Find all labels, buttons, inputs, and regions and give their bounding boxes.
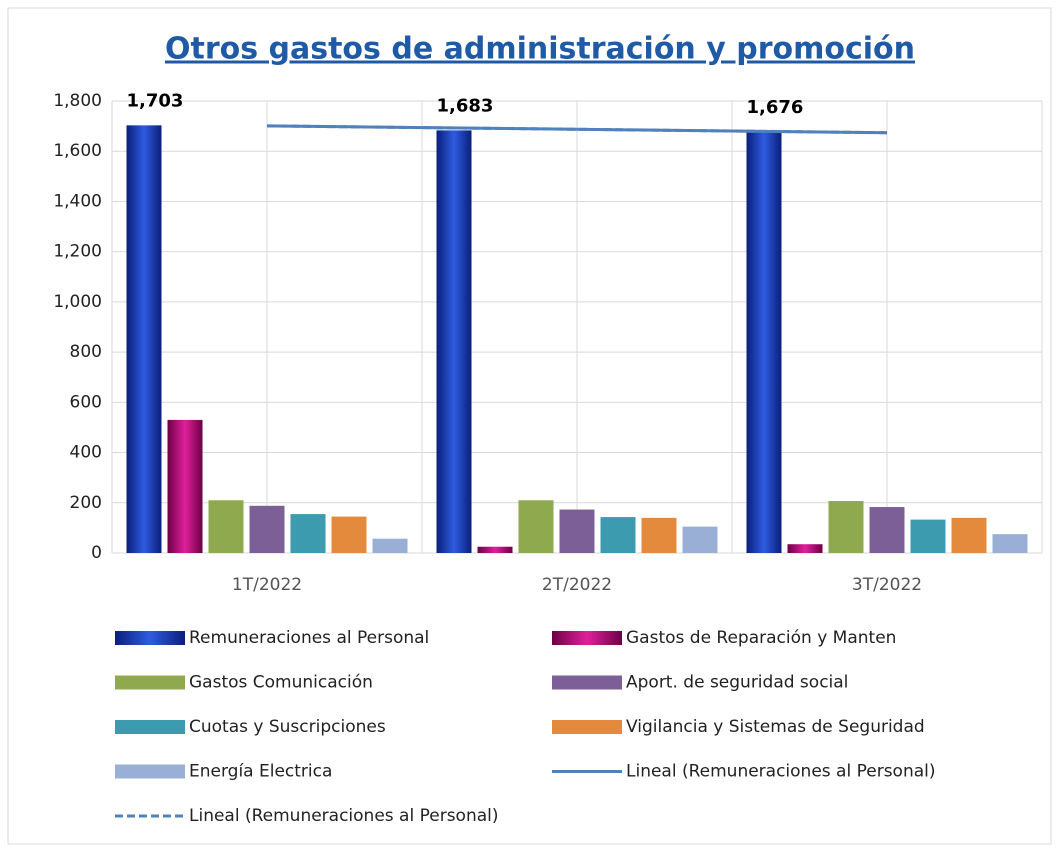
legend-label: Cuotas y Suscripciones	[189, 717, 386, 737]
data-label: 1,683	[437, 95, 494, 116]
bar	[331, 516, 367, 553]
bar	[559, 509, 595, 553]
legend-swatch	[115, 631, 185, 645]
bar	[208, 500, 244, 553]
y-tick-label: 0	[91, 543, 102, 563]
bar	[951, 517, 987, 553]
y-tick-label: 1,800	[53, 91, 102, 111]
legend-label: Vigilancia y Sistemas de Seguridad	[626, 717, 925, 737]
bar	[828, 501, 864, 553]
y-tick-label: 400	[70, 443, 102, 463]
y-tick-label: 1,600	[53, 141, 102, 161]
bar	[372, 538, 408, 553]
bar	[600, 517, 636, 553]
chart-title: Otros gastos de administración y promoci…	[165, 32, 915, 67]
legend-label: Gastos Comunicación	[189, 673, 373, 693]
legend-swatch	[552, 631, 622, 645]
legend-label: Energía Electrica	[189, 762, 332, 782]
bar	[869, 507, 905, 553]
legend-label: Gastos de Reparación y Manten	[626, 628, 896, 648]
trendline	[266, 124, 888, 135]
legend-label: Lineal (Remuneraciones al Personal)	[626, 762, 936, 782]
legend-swatch	[115, 675, 185, 690]
x-tick-label: 2T/2022	[542, 575, 612, 595]
bar	[290, 514, 326, 553]
bar	[518, 500, 554, 553]
y-tick-label: 1,000	[53, 292, 102, 312]
y-tick-label: 1,200	[53, 242, 102, 262]
legend-swatch	[115, 720, 185, 734]
data-label: 1,676	[747, 97, 804, 118]
legend-label: Aport. de seguridad social	[626, 673, 848, 693]
bar	[992, 534, 1028, 553]
y-tick-label: 800	[70, 342, 102, 362]
bar	[682, 526, 718, 553]
x-tick-label: 1T/2022	[232, 575, 302, 595]
legend-swatch	[552, 675, 622, 690]
bar	[477, 546, 513, 553]
x-tick-label: 3T/2022	[852, 575, 922, 595]
bar	[167, 419, 203, 553]
bar	[641, 517, 677, 553]
legend-swatch	[552, 720, 622, 734]
legend-label: Lineal (Remuneraciones al Personal)	[189, 806, 499, 826]
legend-swatch	[115, 764, 185, 779]
y-tick-label: 1,400	[53, 191, 102, 211]
bar	[910, 519, 946, 553]
bar	[249, 505, 285, 553]
y-tick-label: 600	[70, 392, 102, 412]
data-label: 1,703	[127, 90, 184, 111]
bar	[746, 132, 782, 554]
y-tick-label: 200	[70, 493, 102, 513]
bar	[787, 544, 823, 553]
legend-label: Remuneraciones al Personal	[189, 628, 429, 648]
bar	[436, 130, 472, 553]
bar	[126, 125, 162, 553]
